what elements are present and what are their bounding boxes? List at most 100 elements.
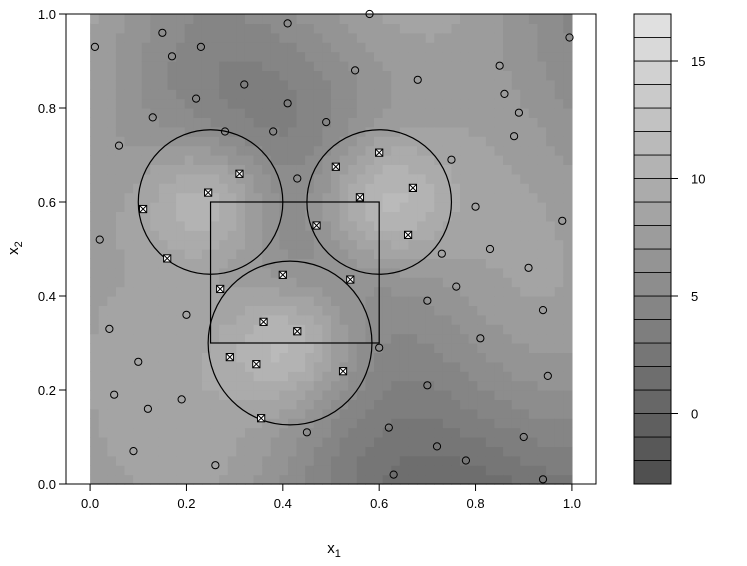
x-axis-label-main: x (327, 540, 335, 557)
contour-tile (201, 61, 212, 71)
contour-tile (279, 51, 289, 62)
contour-tile (348, 51, 358, 62)
contour-tile (253, 173, 263, 184)
contour-tile (417, 296, 427, 306)
contour-tile (477, 173, 487, 184)
contour-tile (511, 23, 521, 34)
contour-tile (124, 202, 134, 212)
contour-tile (563, 465, 573, 476)
contour-tile (554, 371, 564, 382)
contour-tile (331, 220, 341, 231)
contour-tile (184, 399, 194, 410)
contour-tile (236, 126, 246, 137)
contour-tile (150, 126, 160, 137)
contour-tile (382, 418, 392, 429)
contour-tile (184, 390, 194, 400)
contour-tile (331, 399, 341, 410)
contour-tile (236, 399, 246, 410)
contour-tile (262, 202, 272, 212)
contour-tile (520, 277, 530, 288)
contour-tile (434, 277, 444, 288)
contour-tile (408, 258, 418, 269)
contour-tile (141, 173, 151, 184)
sample-point-circle (211, 461, 220, 470)
contour-tile (124, 98, 134, 109)
contour-tile (331, 42, 341, 53)
contour-tile (227, 446, 237, 457)
contour-tile (460, 286, 470, 297)
contour-tile (322, 79, 332, 90)
contour-tile (141, 371, 151, 382)
contour-tile (167, 446, 177, 457)
contour-tile (322, 70, 332, 81)
contour-tile (313, 286, 323, 297)
contour-tile (460, 258, 470, 269)
contour-tile (511, 446, 521, 457)
contour-tile (460, 418, 470, 429)
contour-tile (193, 79, 203, 90)
contour-tile (236, 267, 246, 278)
contour-tile (167, 155, 177, 165)
contour-tile (365, 145, 375, 156)
contour-tile (485, 371, 496, 382)
contour-tile (262, 70, 272, 81)
contour-tile (236, 446, 246, 457)
contour-tile (331, 446, 341, 457)
contour-tile (331, 61, 341, 71)
contour-tile (176, 343, 186, 353)
contour-tile (399, 202, 410, 212)
contour-tile (193, 399, 203, 410)
contour-tile (262, 249, 272, 259)
contour-tile (244, 23, 255, 34)
contour-tile (417, 427, 427, 438)
contour-tile (236, 145, 246, 156)
contour-tile (98, 427, 108, 438)
contour-tile (460, 79, 470, 90)
contour-tile (184, 32, 194, 43)
contour-tile (141, 79, 151, 90)
contour-tile (417, 42, 427, 53)
contour-tile (468, 343, 478, 353)
contour-tile (434, 220, 444, 231)
contour-tile (399, 352, 410, 363)
contour-tile (537, 305, 547, 316)
contour-tile (133, 14, 143, 24)
contour-tile (434, 333, 444, 344)
contour-tile (270, 371, 280, 382)
contour-tile (511, 427, 521, 438)
contour-tile (193, 32, 203, 43)
contour-tile (348, 296, 358, 306)
contour-tile (296, 380, 306, 391)
sample-points (90, 9, 574, 484)
contour-tile (511, 465, 521, 476)
contour-tile (90, 437, 100, 447)
contour-tile (503, 455, 513, 466)
contour-tile (528, 361, 539, 372)
sample-point-circle (350, 66, 360, 75)
contour-tile (296, 202, 306, 212)
contour-tile (107, 446, 117, 457)
contour-tile (236, 89, 246, 100)
contour-tile (184, 23, 194, 34)
contour-tile (356, 136, 367, 147)
contour-tile (511, 61, 521, 71)
contour-tile (219, 277, 229, 288)
contour-tile (425, 390, 435, 400)
sample-point-circle (158, 28, 167, 37)
contour-tile (485, 249, 496, 259)
contour-tile (150, 446, 160, 457)
contour-tile (98, 202, 108, 212)
contour-tile (150, 267, 160, 278)
contour-tile (425, 455, 435, 466)
contour-tile (322, 343, 332, 353)
contour-tile (356, 408, 367, 419)
contour-tile (201, 192, 212, 203)
contour-tile (331, 474, 341, 485)
contour-tile (167, 277, 177, 288)
contour-tile (391, 455, 401, 466)
contour-tile (184, 408, 194, 419)
contour-tile (554, 267, 564, 278)
contour-tile (201, 474, 212, 485)
contour-tile (339, 314, 349, 325)
contour-tile (253, 211, 263, 222)
